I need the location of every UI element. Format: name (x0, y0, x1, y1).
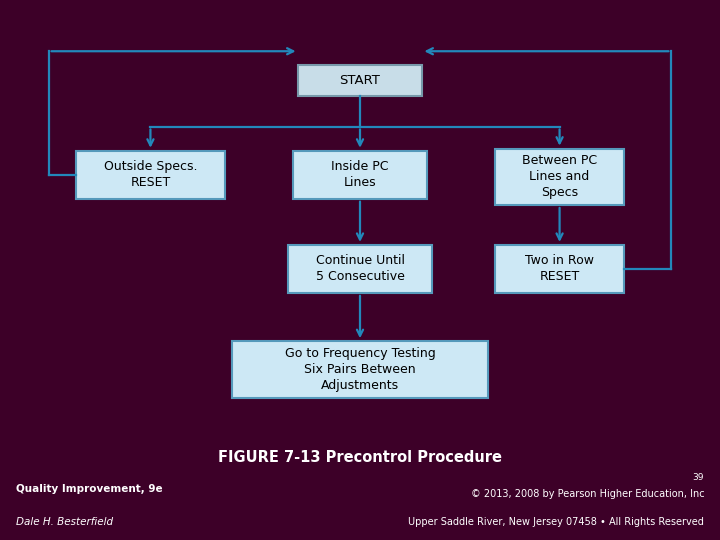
Text: Outside Specs.
RESET: Outside Specs. RESET (104, 160, 197, 189)
Text: FIGURE 7-13 Precontrol Procedure: FIGURE 7-13 Precontrol Procedure (218, 450, 502, 465)
Text: Two in Row
RESET: Two in Row RESET (525, 254, 594, 284)
Text: Between PC
Lines and
Specs: Between PC Lines and Specs (522, 154, 597, 199)
FancyBboxPatch shape (289, 245, 431, 293)
Text: START: START (340, 74, 380, 87)
FancyBboxPatch shape (294, 151, 426, 199)
FancyBboxPatch shape (76, 151, 225, 199)
Text: Inside PC
Lines: Inside PC Lines (331, 160, 389, 189)
Text: © 2013, 2008 by Pearson Higher Education, Inc: © 2013, 2008 by Pearson Higher Education… (471, 489, 704, 500)
Text: Upper Saddle River, New Jersey 07458 • All Rights Reserved: Upper Saddle River, New Jersey 07458 • A… (408, 517, 704, 528)
FancyBboxPatch shape (495, 148, 624, 205)
Text: Continue Until
5 Consecutive: Continue Until 5 Consecutive (315, 254, 405, 284)
FancyBboxPatch shape (495, 245, 624, 293)
Text: 39: 39 (693, 473, 704, 482)
Text: Dale H. Besterfield: Dale H. Besterfield (16, 517, 113, 528)
Text: Go to Frequency Testing
Six Pairs Between
Adjustments: Go to Frequency Testing Six Pairs Betwee… (284, 347, 436, 392)
FancyBboxPatch shape (232, 341, 488, 397)
Text: Quality Improvement, 9e: Quality Improvement, 9e (16, 484, 163, 495)
FancyBboxPatch shape (299, 65, 421, 96)
